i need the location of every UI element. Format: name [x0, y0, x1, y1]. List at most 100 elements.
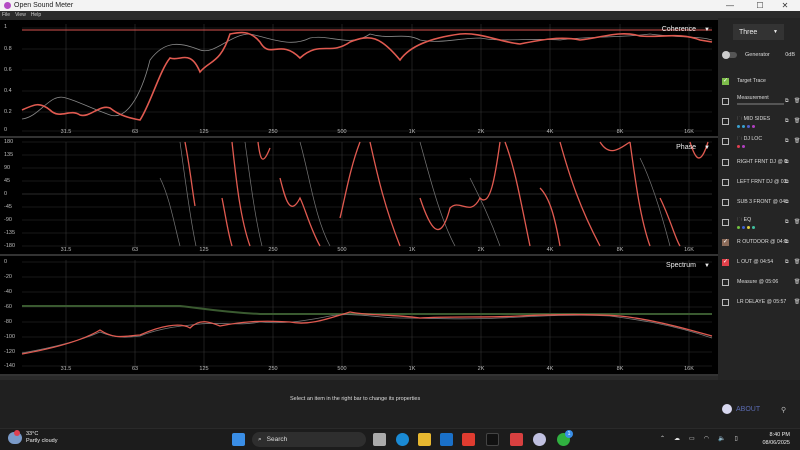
list-item-measurement[interactable]: R OUTDOOR @ 04:05 ⧉ — [722, 236, 800, 254]
clock[interactable]: 8:40 PM 08/06/2025 — [762, 431, 790, 447]
wifi-icon[interactable]: ◠ — [703, 436, 709, 442]
copy-icon[interactable]: ⧉ — [785, 199, 789, 205]
app-icon-black[interactable] — [486, 433, 499, 446]
chevron-up-icon[interactable]: ⌃ — [660, 436, 666, 442]
trash-icon[interactable]: 🗑 — [794, 259, 800, 265]
item-label: 🗀 EQ — [737, 217, 752, 223]
checkbox[interactable] — [722, 159, 729, 166]
spectrum-plot[interactable]: 0 -20 -40 -60 -80 -100 -120 -140 Spectru… — [0, 256, 718, 376]
trash-icon[interactable]: 🗑 — [794, 299, 800, 305]
checkbox[interactable] — [722, 138, 729, 145]
x-tick: 1K — [408, 247, 416, 253]
x-tick: 2K — [477, 129, 485, 135]
copy-icon[interactable]: ⧉ — [785, 259, 789, 265]
display-icon[interactable]: ▭ — [689, 436, 695, 442]
edge-icon[interactable] — [396, 433, 409, 446]
file-explorer-icon[interactable] — [418, 433, 431, 446]
y-tick: -180 — [4, 243, 16, 249]
list-item-group[interactable]: 🗀 MID SIDES ⧉ 🗑 — [722, 115, 800, 133]
pin-icon[interactable]: ⚲ — [781, 407, 787, 414]
copy-icon[interactable]: ⧉ — [785, 219, 789, 225]
x-axis: 31.5 63 125 250 500 1K 2K 4K 8K 16K — [0, 129, 718, 138]
menu-file[interactable]: File — [2, 11, 11, 18]
checkbox[interactable] — [722, 118, 729, 125]
close-button[interactable]: ✕ — [781, 1, 789, 10]
plot-type-select[interactable]: Phase — [676, 144, 696, 151]
volume-icon[interactable]: 🔈 — [717, 436, 726, 442]
about-label: ABOUT — [736, 405, 761, 413]
y-tick: 135 — [4, 152, 14, 158]
copy-icon[interactable]: ⧉ — [785, 159, 789, 165]
checkbox[interactable] — [722, 238, 729, 246]
checkbox[interactable] — [722, 199, 729, 206]
list-item-measurement[interactable]: LEFT FRNT DJ @ 03:58 ⧉ — [722, 176, 800, 194]
y-tick: 0.8 — [4, 46, 12, 52]
app-icon-red-2[interactable] — [510, 433, 523, 446]
date: 08/06/2025 — [762, 440, 790, 446]
minimize-button[interactable]: — — [726, 1, 734, 10]
trash-icon[interactable]: 🗑 — [794, 98, 800, 104]
checkbox[interactable] — [722, 219, 729, 226]
coherence-plot[interactable]: 1 0.8 0.6 0.4 0.2 0 Coherence ▼ — [0, 20, 718, 138]
list-item-group[interactable]: 🗀 DJ LOC ⧉ 🗑 — [722, 135, 800, 153]
copy-icon[interactable]: ⧉ — [785, 118, 789, 124]
y-tick: 0.2 — [4, 109, 12, 115]
app-icon-red[interactable] — [462, 433, 475, 446]
list-item-target-trace[interactable]: Target Trace — [722, 75, 800, 93]
trash-icon[interactable]: 🗑 — [794, 138, 800, 144]
checkbox[interactable] — [722, 98, 729, 105]
list-item-measurement[interactable]: Measure @ 05:06 🗑 — [722, 276, 800, 294]
weather-widget[interactable]: 33°C Partly cloudy — [8, 430, 58, 445]
menu-view[interactable]: View — [15, 11, 26, 18]
task-view-icon[interactable] — [373, 433, 386, 446]
generator-toggle[interactable] — [722, 51, 737, 59]
trash-icon[interactable]: 🗑 — [794, 118, 800, 124]
outlook-icon[interactable] — [440, 433, 453, 446]
phase-plot[interactable]: 180 135 90 45 0 -45 -90 -135 -180 Phase … — [0, 138, 718, 256]
maximize-button[interactable]: ☐ — [756, 1, 764, 10]
list-item-measurement[interactable]: RIGHT FRNT DJ @ 03:5 ⧉ — [722, 156, 800, 174]
generator-level[interactable]: 0dB — [785, 52, 795, 58]
y-tick: -45 — [4, 204, 12, 210]
search-label: Search — [266, 436, 288, 443]
about-button[interactable]: ABOUT — [722, 404, 760, 414]
list-item-group[interactable]: 🗀 EQ ⧉ 🗑 — [722, 216, 800, 234]
checkbox[interactable] — [722, 299, 729, 306]
layout-select[interactable]: Three ▼ — [733, 24, 784, 40]
menu-bar: File View Help — [0, 11, 800, 18]
x-tick: 1K — [408, 129, 416, 135]
y-tick: -90 — [4, 217, 12, 223]
chevron-down-icon[interactable]: ▼ — [704, 263, 710, 269]
menu-help[interactable]: Help — [30, 11, 42, 18]
copy-icon[interactable]: ⧉ — [785, 239, 789, 245]
taskbar: 33°C Partly cloudy ⌕ Search 1 ⌃ ☁ ▭ ◠ 🔈 … — [0, 428, 800, 450]
list-item-measurement[interactable]: LR DELAYE @ 05:57 🗑 — [722, 296, 800, 314]
trash-icon[interactable]: 🗑 — [794, 219, 800, 225]
checkbox[interactable] — [722, 258, 729, 266]
search-box[interactable]: ⌕ Search — [252, 432, 366, 447]
x-tick: 16K — [684, 247, 694, 253]
copy-icon[interactable]: ⧉ — [785, 179, 789, 185]
list-item-measurement[interactable]: SUB 3 FRONT @ 04:01 ⧉ — [722, 196, 800, 214]
battery-icon[interactable]: ▯ — [734, 436, 738, 442]
temperature: 33°C — [26, 431, 39, 437]
copy-icon[interactable]: ⧉ — [785, 98, 789, 104]
list-item-measurement[interactable]: L OUT @ 04:54 ⧉ 🗑 — [722, 256, 800, 274]
x-tick: 63 — [131, 247, 139, 253]
list-item-measurement[interactable]: Measurement ⧉ 🗑 — [722, 95, 800, 113]
item-label: L OUT @ 04:54 — [737, 259, 774, 265]
open-sound-meter-icon[interactable] — [533, 433, 546, 446]
plot-type-select[interactable]: Spectrum — [666, 262, 696, 269]
chevron-down-icon[interactable]: ▼ — [704, 145, 710, 151]
item-label: 🗀 MID SIDES — [737, 116, 771, 122]
start-icon[interactable] — [232, 433, 245, 446]
trash-icon[interactable]: 🗑 — [794, 279, 800, 285]
chevron-down-icon[interactable]: ▼ — [704, 27, 710, 33]
plot-type-select[interactable]: Coherence — [661, 26, 696, 33]
checkbox[interactable] — [722, 77, 729, 85]
checkbox[interactable] — [722, 179, 729, 186]
checkbox[interactable] — [722, 279, 729, 286]
x-tick: 31.5 — [60, 129, 72, 135]
cloud-icon[interactable]: ☁ — [674, 436, 681, 442]
copy-icon[interactable]: ⧉ — [785, 138, 789, 144]
